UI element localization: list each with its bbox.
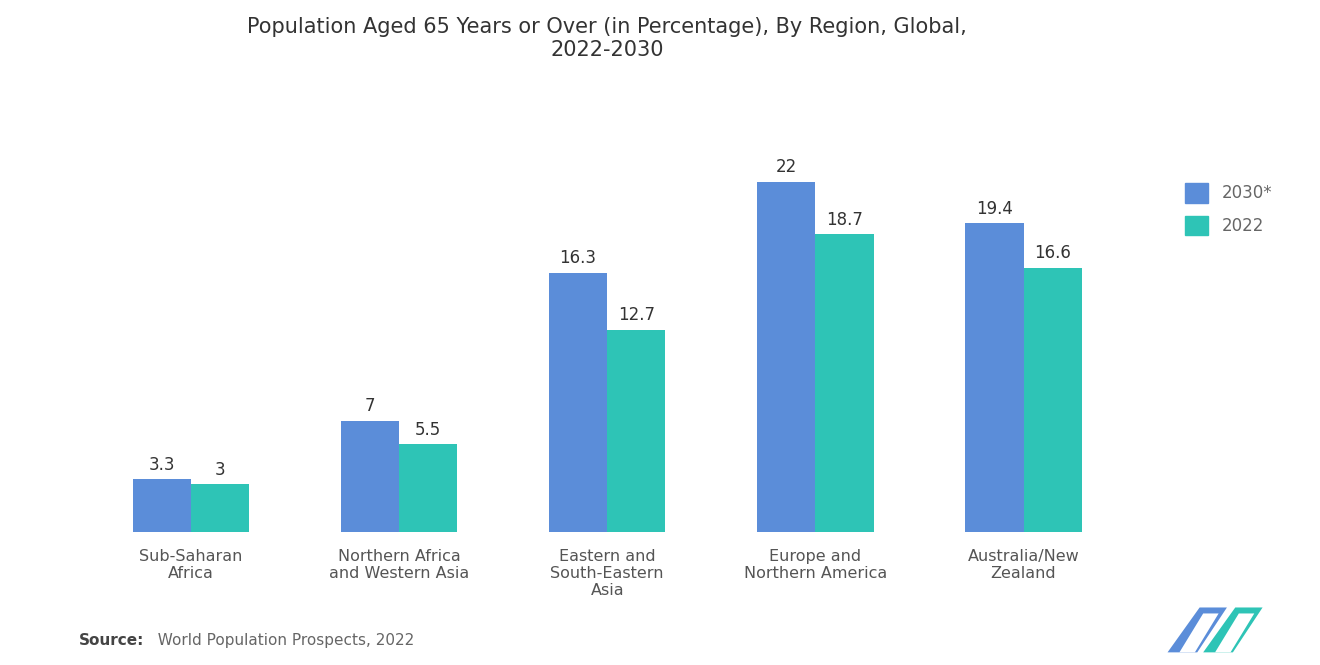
Text: 7: 7 [364, 397, 375, 415]
Text: 16.6: 16.6 [1034, 244, 1071, 262]
Polygon shape [1203, 608, 1262, 652]
Bar [758, 182, 816, 532]
Polygon shape [1214, 613, 1254, 652]
Text: 3: 3 [215, 461, 226, 479]
Bar [965, 223, 1023, 532]
Bar [399, 444, 457, 532]
Polygon shape [1179, 613, 1218, 652]
Text: 12.7: 12.7 [618, 307, 655, 325]
Bar [341, 420, 399, 532]
Bar [607, 330, 665, 532]
Title: Population Aged 65 Years or Over (in Percentage), By Region, Global,
2022-2030: Population Aged 65 Years or Over (in Per… [247, 17, 968, 60]
Text: 19.4: 19.4 [975, 200, 1012, 217]
Bar [1023, 268, 1082, 532]
Text: 22: 22 [776, 158, 797, 176]
Text: Source:: Source: [79, 633, 145, 648]
Text: 3.3: 3.3 [149, 456, 176, 474]
Legend: 2030*, 2022: 2030*, 2022 [1177, 175, 1280, 243]
Text: 5.5: 5.5 [414, 421, 441, 439]
Text: 16.3: 16.3 [560, 249, 597, 267]
Bar [549, 273, 607, 532]
Polygon shape [1167, 608, 1226, 652]
Text: 18.7: 18.7 [826, 211, 863, 229]
Bar [191, 484, 249, 532]
Bar [816, 235, 874, 532]
Text: World Population Prospects, 2022: World Population Prospects, 2022 [148, 633, 414, 648]
Bar [132, 479, 191, 532]
